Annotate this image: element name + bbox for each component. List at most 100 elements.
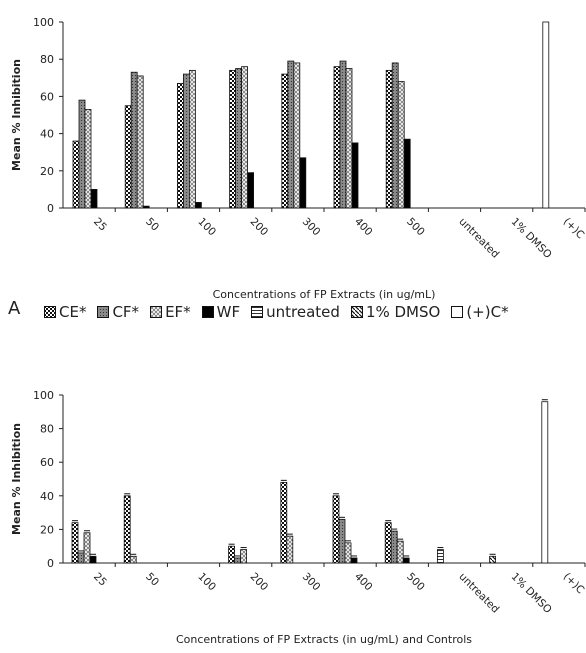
- legend-label: untreated: [266, 303, 340, 321]
- bar-ef--3: [241, 66, 249, 209]
- x-tick-label: untreated: [456, 571, 501, 616]
- bar-ef--6: [396, 540, 404, 564]
- legend-label: WF: [216, 303, 241, 321]
- legend-item-3: WF: [201, 303, 241, 321]
- bar-cf--3: [234, 557, 242, 564]
- bar-ce--1: [124, 105, 132, 209]
- bar-cf--1: [130, 71, 138, 209]
- legend-item-6: (+)C*: [451, 303, 509, 321]
- y-tick-label: 20: [40, 165, 54, 178]
- bar-cf--0: [77, 552, 85, 564]
- bar-wf-2: [194, 202, 202, 209]
- y-axis-label: Mean % Inhibition: [10, 423, 23, 535]
- bar-wf-5: [350, 557, 358, 564]
- bar-wf-4: [299, 157, 307, 209]
- bar-wf-3: [247, 172, 255, 209]
- bar-ef--2: [188, 69, 196, 209]
- legend-swatch: [97, 306, 110, 318]
- x-tick-label: (+)C: [561, 216, 586, 242]
- y-axis-label: Mean % Inhibition: [10, 59, 23, 171]
- x-tick-label: 500: [404, 571, 427, 594]
- bar-1-dmso-8: [489, 555, 497, 564]
- bar-cf--3: [235, 68, 243, 209]
- x-tick-label: 500: [404, 216, 427, 239]
- x-tick-label: 25: [91, 216, 109, 234]
- legend-label: 1% DMSO: [365, 303, 441, 321]
- legend-item-1: CF*: [97, 303, 139, 321]
- legend-label: CE*: [59, 303, 87, 321]
- bar-ce--6: [384, 522, 392, 564]
- legend-swatch: [350, 306, 363, 318]
- bar-cf--6: [390, 530, 398, 564]
- y-tick-label: 0: [47, 202, 54, 215]
- y-tick-label: 100: [33, 389, 54, 402]
- y-tick-label: 0: [47, 557, 54, 570]
- x-tick-label: 50: [143, 571, 161, 589]
- bar-cf--5: [338, 518, 346, 564]
- legend-swatch: [451, 306, 464, 318]
- bar--c--9: [541, 401, 549, 564]
- x-tick-label: 200: [248, 571, 271, 594]
- bar-untreated-7: [436, 549, 444, 564]
- bar-ce--3: [228, 545, 236, 564]
- x-tick-label: 100: [195, 216, 218, 239]
- bar-wf-0: [89, 555, 97, 564]
- x-tick-label: 300: [300, 571, 323, 594]
- x-tick-label: 100: [195, 571, 218, 594]
- panel-label-a: A: [8, 298, 21, 319]
- bar-ef--3: [240, 549, 248, 564]
- legend-item-5: 1% DMSO: [350, 303, 441, 321]
- y-tick-label: 20: [40, 523, 54, 536]
- y-tick-label: 60: [40, 90, 54, 103]
- x-tick-label: (+)C: [561, 571, 586, 597]
- legend-swatch: [201, 306, 214, 318]
- bar-ce--3: [229, 69, 237, 209]
- y-tick-label: 60: [40, 456, 54, 469]
- bar-ef--0: [83, 532, 91, 564]
- x-tick-label: 200: [248, 216, 271, 239]
- bar-cf--5: [339, 60, 347, 209]
- x-axis-label: Concentrations of FP Extracts (in ug/mL): [213, 288, 436, 301]
- chart-top: Mean % Inhibition 0 20 40 60 80 100 25 50 100 200 3…: [10, 16, 586, 301]
- legend-label: CF*: [112, 303, 140, 321]
- bar-ce--5: [333, 66, 341, 209]
- bar-wf-5: [351, 142, 359, 209]
- bar-ef--4: [286, 535, 294, 564]
- y-tick-label: 80: [40, 423, 54, 436]
- legend-item-0: CE*: [44, 303, 86, 321]
- bar-ef--0: [84, 109, 92, 209]
- bar-ce--0: [71, 522, 79, 564]
- x-tick-label: 25: [91, 571, 109, 589]
- x-tick-label: untreated: [456, 216, 501, 261]
- bar-cf--2: [182, 73, 190, 209]
- bar--c--9: [542, 21, 550, 209]
- bar-wf-1: [142, 205, 150, 209]
- x-tick-label: 1% DMSO: [509, 216, 554, 261]
- x-tick-label: 400: [352, 571, 375, 594]
- bar-wf-6: [403, 138, 411, 209]
- legend-swatch: [251, 306, 264, 318]
- x-tick-label: 1% DMSO: [509, 571, 554, 616]
- bar-ce--6: [385, 69, 393, 209]
- legend-swatch: [44, 306, 56, 318]
- x-tick-label: 50: [143, 216, 161, 234]
- bar-ef--5: [344, 542, 352, 564]
- bar-ce--5: [332, 495, 340, 564]
- legend-swatch: [150, 306, 163, 318]
- bar-ef--4: [293, 62, 301, 209]
- bar-wf-0: [90, 188, 98, 209]
- bar-ce--0: [72, 140, 80, 209]
- legend-item-2: EF*: [150, 303, 191, 321]
- bar-ce--1: [123, 495, 131, 564]
- legend-label: EF*: [165, 303, 191, 321]
- y-tick-label: 80: [40, 53, 54, 66]
- legend: CE* CF* EF* WF untreated 1% DMSO (+)C*: [44, 302, 584, 322]
- bar-cf--0: [78, 99, 86, 209]
- bar-ce--4: [280, 481, 288, 564]
- legend-item-4: untreated: [251, 303, 340, 321]
- bar-cf--6: [391, 62, 399, 209]
- bar-ef--5: [345, 68, 353, 209]
- bar-cf--4: [287, 60, 295, 209]
- bar-wf-6: [402, 557, 410, 564]
